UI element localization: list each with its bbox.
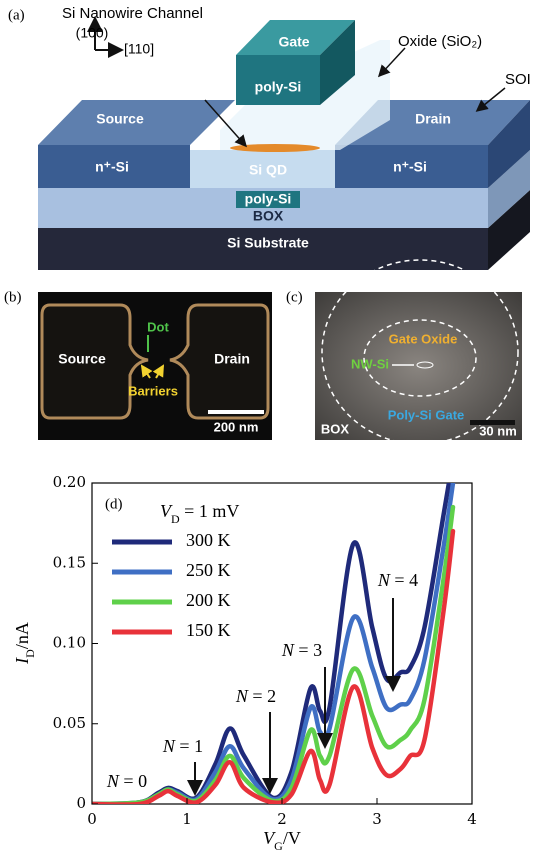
layer-label: BOX — [253, 208, 284, 224]
image-label: Poly-Si Gate — [388, 407, 465, 422]
image-label: Source — [58, 351, 106, 367]
tem-image: (c) Gate Oxide NW-Si Poly-Si Gate BOX 30… — [286, 260, 522, 444]
scale-bar-label: 200 nm — [214, 419, 259, 434]
orientation: [110] — [124, 41, 154, 57]
image-label: Barriers — [128, 383, 178, 398]
annotation-part: N — [281, 640, 295, 660]
x-tick-label: 2 — [277, 810, 287, 828]
annotation-part: = 3 — [294, 640, 322, 660]
callout: Oxide (SiO₂) — [398, 33, 482, 50]
y-axis-label: ID/nA — [12, 622, 37, 665]
y-tick-label: 0.05 — [53, 714, 86, 732]
series-line — [92, 483, 453, 804]
annotation: N = 0 — [106, 771, 147, 791]
x-axis-label-part: /V — [283, 828, 301, 848]
annotation-part: N — [162, 736, 176, 756]
y-axis-label-part: /nA — [12, 622, 32, 649]
legend-title-part: D — [171, 512, 180, 526]
layer-label: n⁺-Si — [95, 159, 129, 175]
annotation-part: N — [235, 686, 249, 706]
layer-label: Source — [96, 111, 144, 127]
image-label: Dot — [147, 319, 169, 334]
image-label: Gate Oxide — [389, 331, 458, 346]
callout: SOI — [505, 71, 531, 88]
annotation-part: = 4 — [390, 570, 418, 590]
layer-label: n⁺-Si — [393, 159, 427, 175]
panel-label: (d) — [105, 496, 123, 512]
annotation-part: = 1 — [175, 736, 203, 756]
callout: Si Nanowire Channel — [62, 5, 203, 22]
annotation-part: = 0 — [119, 771, 147, 791]
panel-label: (a) — [8, 7, 25, 23]
y-tick-label: 0.15 — [53, 553, 86, 571]
layer-label: Si Substrate — [227, 235, 309, 251]
legend-label: 200 K — [186, 590, 231, 610]
panel-label: (b) — [4, 289, 22, 305]
sem-image: (b) Dot Source Drain Barriers 200 nm — [4, 289, 272, 440]
y-tick-label: 0.10 — [53, 634, 86, 652]
annotation-part: N — [377, 570, 391, 590]
legend-label: 150 K — [186, 620, 231, 640]
x-tick-label: 0 — [87, 810, 97, 828]
scale-bar-label: 30 nm — [479, 423, 517, 438]
device-diagram: (a) Si Nanowire Channel (100) [110] Oxid… — [8, 5, 531, 270]
layer-label: Si QD — [249, 162, 287, 178]
orientation: (100) — [76, 25, 109, 41]
image-label: NW-Si — [351, 356, 389, 371]
x-axis-label: VG/V — [263, 828, 301, 853]
image-label: BOX — [321, 421, 350, 436]
legend-title-part: = 1 mV — [180, 501, 240, 521]
image-label: Drain — [214, 351, 250, 367]
y-tick-label: 0 — [76, 794, 86, 812]
annotation: N = 2 — [235, 686, 276, 706]
y-axis-label-part: D — [23, 649, 37, 658]
annotation: N = 3 — [281, 640, 322, 660]
layer-label: Gate — [278, 34, 309, 50]
figure: (a) Si Nanowire Channel (100) [110] Oxid… — [0, 0, 533, 861]
annotation: N = 1 — [162, 736, 203, 756]
series-line — [92, 507, 453, 804]
legend-label: 250 K — [186, 560, 231, 580]
panel-label: (c) — [286, 289, 303, 305]
x-tick-label: 4 — [467, 810, 477, 828]
legend-label: 300 K — [186, 530, 231, 550]
layer-label: poly-Si — [245, 191, 292, 207]
annotation-part: = 2 — [248, 686, 276, 706]
layer-label: Drain — [415, 111, 451, 127]
y-tick-label: 0.20 — [53, 473, 86, 491]
x-tick-label: 1 — [182, 810, 192, 828]
legend-title: VD = 1 mV — [160, 501, 239, 526]
annotation-part: N — [106, 771, 120, 791]
annotation: N = 4 — [377, 570, 418, 590]
layer-label: poly-Si — [255, 79, 302, 95]
x-tick-label: 3 — [372, 810, 382, 828]
x-axis-label-part: G — [274, 839, 283, 853]
